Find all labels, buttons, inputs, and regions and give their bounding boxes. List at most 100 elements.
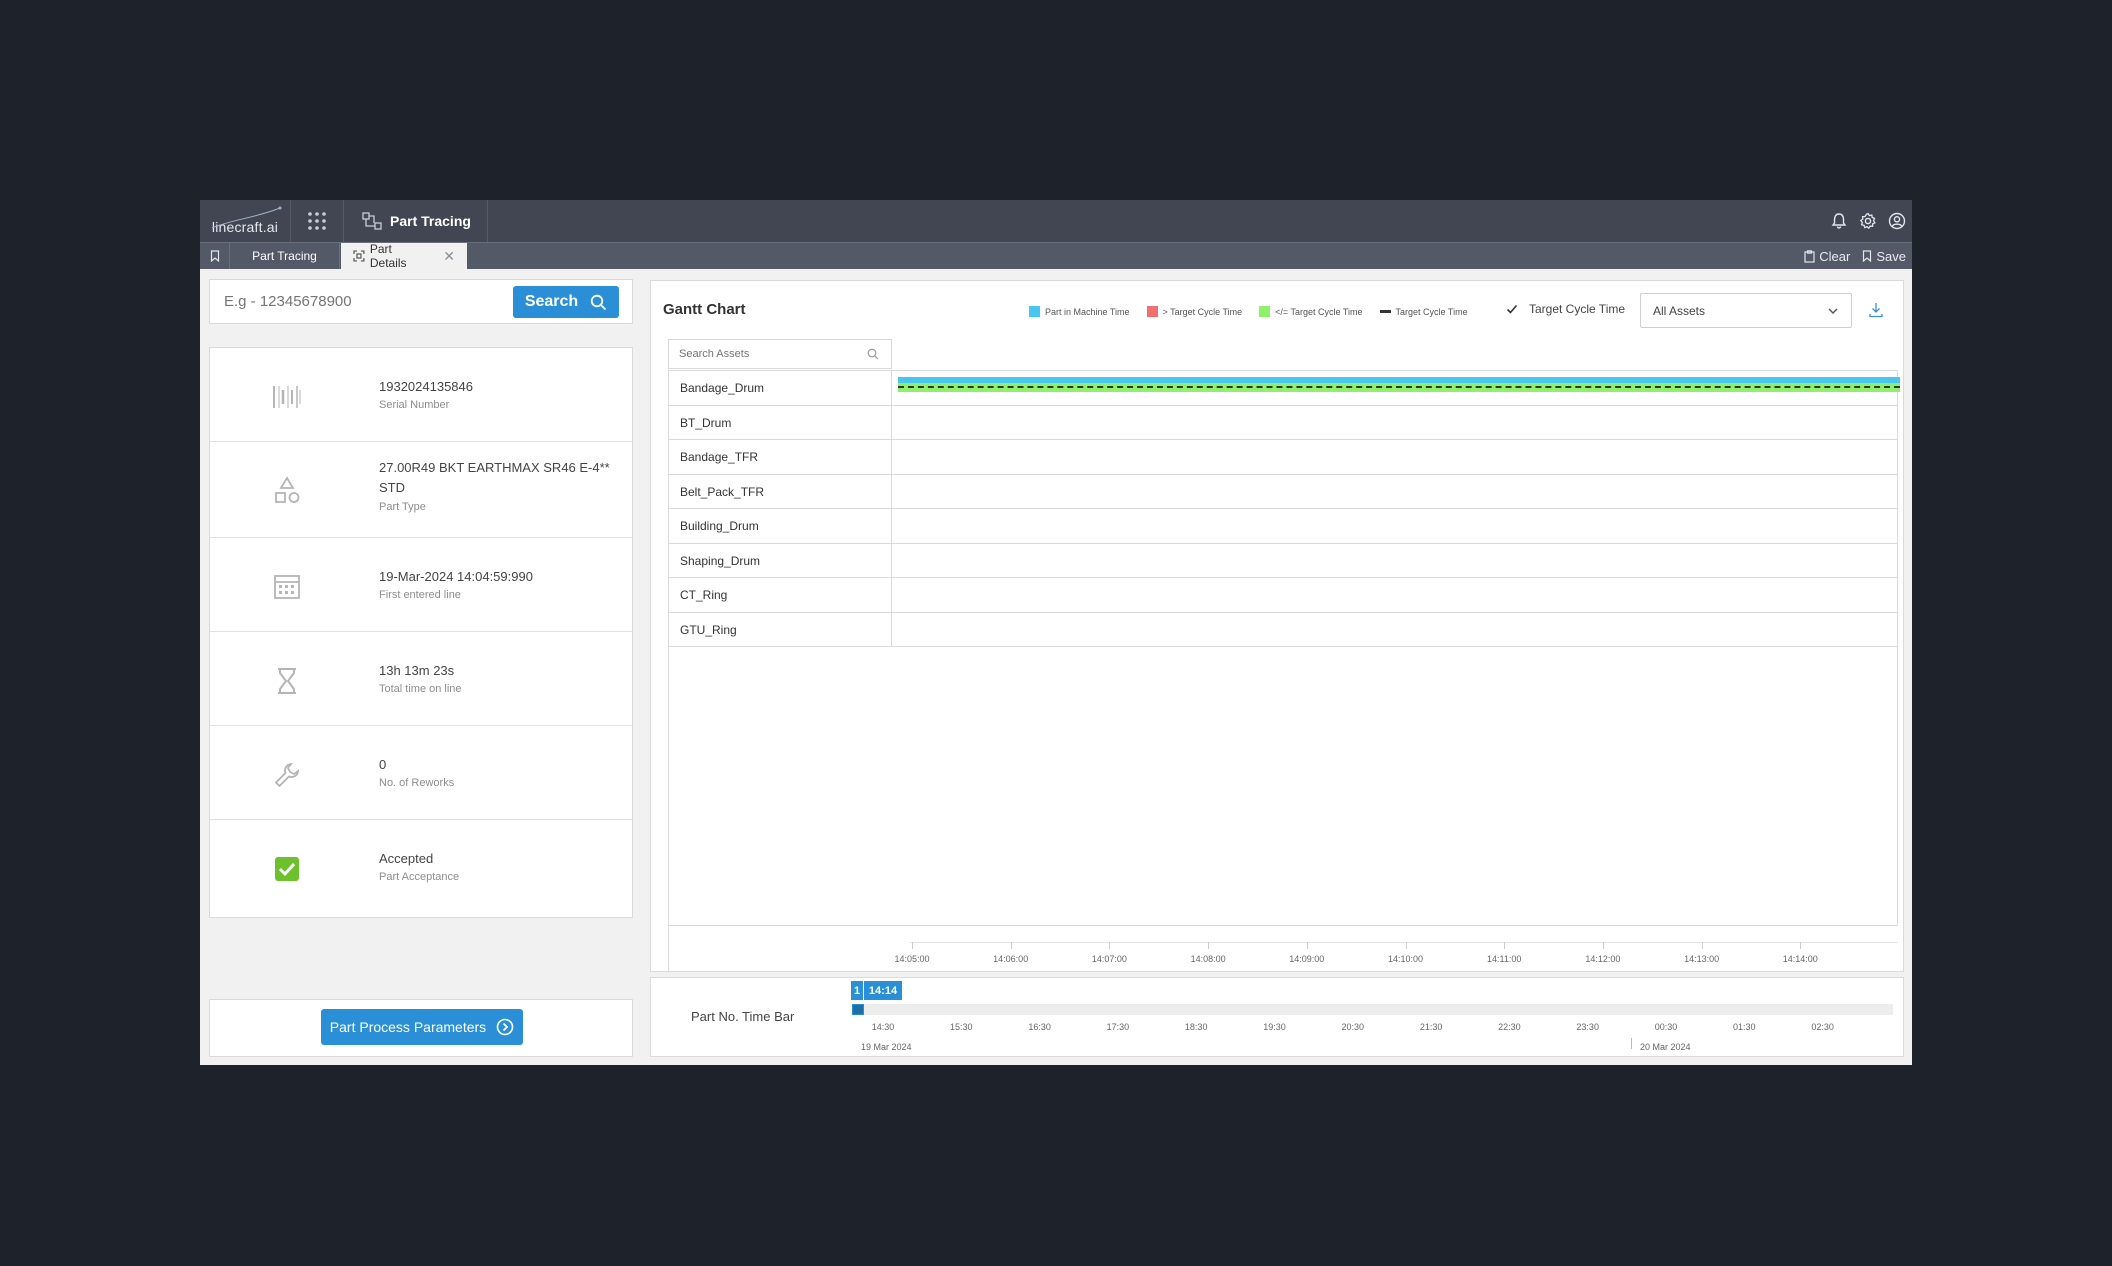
axis-tick — [1602, 942, 1604, 949]
serial-number-label: Serial Number — [379, 399, 450, 411]
part-process-parameters-button[interactable]: Part Process Parameters — [321, 1009, 523, 1045]
axis-tick-label: 14:13:00 — [1684, 954, 1720, 964]
chevron-down-icon — [1828, 308, 1838, 314]
time-bar-tick-label: 01:30 — [1733, 1022, 1756, 1032]
asset-search-box — [668, 339, 892, 369]
close-tab-icon[interactable]: ✕ — [443, 247, 455, 264]
legend-item: Part in Machine Time — [1029, 306, 1130, 317]
time-bar-tick-label: 23:30 — [1576, 1022, 1599, 1032]
total-time-row: 13h 13m 23s Total time on line — [210, 632, 632, 726]
gantt-row: CT_Ring — [669, 578, 1897, 613]
reworks-value: 0 — [379, 757, 387, 772]
axis-tick-label: 14:12:00 — [1585, 954, 1621, 964]
user-circle-icon[interactable] — [1886, 210, 1908, 232]
asset-select[interactable]: All Assets — [1640, 293, 1852, 328]
time-bar-tick-label: 02:30 — [1811, 1022, 1834, 1032]
axis-tick-label: 14:07:00 — [1091, 954, 1127, 964]
time-bar-end-badge: 14:14 — [864, 981, 902, 1000]
search-icon — [590, 294, 607, 310]
time-bar-label: Part No. Time Bar — [691, 1009, 795, 1024]
gantt-row: Shaping_Drum — [669, 543, 1897, 578]
target-cycle-time-toggle[interactable]: Target Cycle Time — [1505, 302, 1625, 316]
part-type-label: Part Type — [379, 501, 426, 513]
part-time-bar-panel: Part No. Time Bar 1 14:14 19 Mar 2024 20… — [650, 977, 1904, 1057]
asset-name: GTU_Ring — [669, 612, 892, 647]
time-bar-tick-label: 18:30 — [1184, 1022, 1208, 1032]
gantt-legend: Part in Machine Time > Target Cycle Time… — [1029, 306, 1468, 317]
asset-search-input[interactable] — [679, 348, 859, 360]
gantt-time-axis: 14:05:00 14:06:00 14:07:00 14:08:00 14:09:00… — [668, 926, 1898, 972]
scan-icon — [353, 250, 365, 262]
legend-label: </= Target Cycle Time — [1275, 306, 1363, 317]
bookmark-tab-button[interactable] — [200, 243, 230, 269]
top-bar: linecraft.ai Part Tracing — [200, 200, 1912, 242]
gantt-title: Gantt Chart — [663, 301, 746, 318]
axis-tick — [1405, 942, 1407, 949]
gantt-chart-panel: Gantt Chart Part in Machine Time > Targe… — [650, 280, 1904, 972]
axis-tick — [1701, 942, 1703, 949]
search-button[interactable]: Search — [513, 286, 619, 318]
acceptance-label: Part Acceptance — [379, 871, 460, 883]
app-title[interactable]: Part Tracing — [344, 200, 488, 242]
time-bar-tick-label: 19:30 — [1263, 1022, 1286, 1032]
legend-swatch-red — [1146, 306, 1158, 317]
serial-search-input[interactable] — [224, 293, 494, 310]
gantt-row: Building_Drum — [669, 509, 1897, 544]
save-button[interactable]: Save — [1862, 249, 1906, 264]
axis-tick-label: 14:14:00 — [1782, 954, 1818, 964]
time-bar-tick-label: 20:30 — [1341, 1022, 1365, 1032]
app-grid-button[interactable] — [290, 200, 344, 242]
tab-label: Part Tracing — [252, 249, 317, 263]
save-label: Save — [1876, 248, 1906, 264]
calendar-icon — [272, 572, 302, 602]
gantt-row: BT_Drum — [669, 405, 1897, 440]
part-info-panel: 1932024135846 Serial Number 27.00R49 BKT… — [209, 347, 633, 918]
part-in-machine-bar[interactable] — [898, 377, 1900, 383]
time-bar-track[interactable] — [853, 1004, 1893, 1015]
gantt-row: Bandage_TFR — [669, 440, 1897, 475]
axis-tick — [912, 942, 913, 949]
tab-part-details[interactable]: Part Details ✕ — [341, 242, 467, 270]
logo-arc-icon — [211, 206, 282, 229]
serial-search-box: Search — [209, 279, 633, 324]
asset-select-value: All Assets — [1653, 303, 1706, 318]
clear-button[interactable]: Clear — [1804, 249, 1850, 264]
legend-item: </= Target Cycle Time — [1259, 306, 1363, 317]
start-date-label: 19 Mar 2024 — [861, 1042, 912, 1052]
barcode-icon — [272, 382, 302, 412]
app-title-text: Part Tracing — [390, 213, 471, 229]
first-entered-row: 19-Mar-2024 14:04:59:990 First entered l… — [210, 538, 632, 632]
clear-label: Clear — [1819, 248, 1851, 264]
gantt-row: Bandage_Drum — [669, 371, 1900, 406]
legend-swatch-dashed — [1379, 310, 1391, 313]
tab-part-tracing[interactable]: Part Tracing — [230, 243, 340, 269]
download-icon[interactable] — [1869, 302, 1883, 318]
first-entered-label: First entered line — [379, 589, 461, 601]
process-params-box: Part Process Parameters — [209, 999, 633, 1057]
time-bar-tick-label: 00:30 — [1654, 1022, 1678, 1032]
legend-swatch-green — [1259, 306, 1271, 317]
tab-label: Part Details — [369, 242, 407, 270]
bell-icon[interactable] — [1828, 210, 1850, 232]
axis-tick — [1208, 942, 1210, 949]
target-cycle-line — [898, 386, 1900, 388]
legend-item: Target Cycle Time — [1379, 307, 1468, 317]
grid-icon — [308, 212, 326, 230]
legend-item: > Target Cycle Time — [1146, 306, 1242, 317]
axis-tick-label: 14:05:00 — [894, 954, 930, 964]
time-bar-handle[interactable] — [852, 1004, 864, 1015]
gear-icon[interactable] — [1857, 210, 1879, 232]
serial-number-value: 1932024135846 — [379, 379, 473, 394]
axis-tick-label: 14:06:00 — [993, 954, 1029, 964]
app-window: linecraft.ai Part Tracing — [200, 200, 1912, 1065]
axis-tick-label: 14:08:00 — [1190, 954, 1226, 964]
logo[interactable]: linecraft.ai — [200, 200, 290, 242]
target-cycle-checkbox[interactable] — [1505, 302, 1519, 316]
arrow-circle-right-icon — [496, 1018, 514, 1036]
asset-name: Shaping_Drum — [669, 543, 892, 578]
gantt-row: Belt_Pack_TFR — [669, 474, 1897, 509]
first-entered-value: 19-Mar-2024 14:04:59:990 — [379, 569, 533, 584]
checkmark-icon — [1506, 304, 1518, 314]
time-bar-tick-label: 15:30 — [950, 1022, 973, 1032]
end-date-label: 20 Mar 2024 — [1640, 1042, 1691, 1052]
